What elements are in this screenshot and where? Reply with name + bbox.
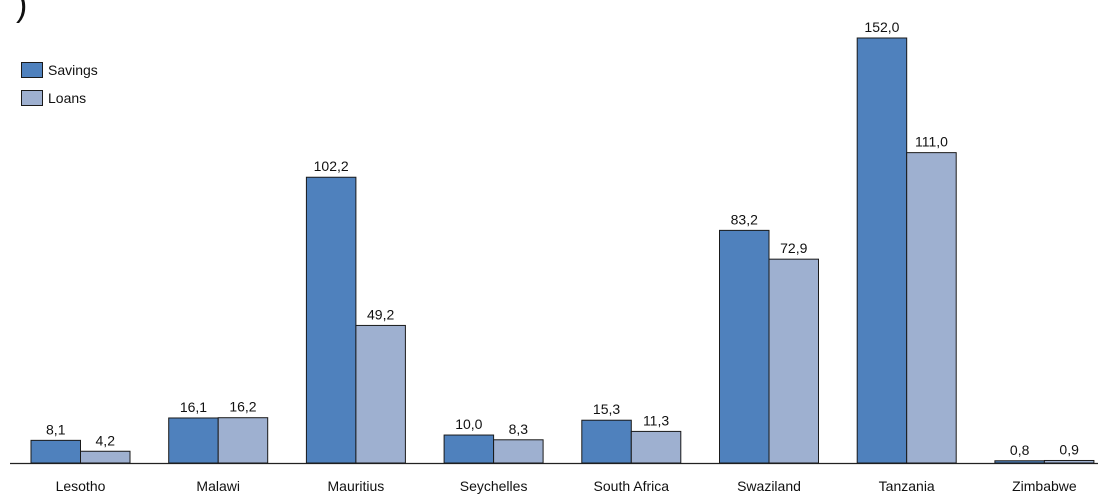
bar-loans-mauritius [355, 324, 406, 464]
x-tick-label: Lesotho [56, 478, 106, 494]
bar-savings-south-africa [581, 419, 632, 464]
bar-savings-lesotho [30, 439, 81, 464]
bar-loans-swaziland [768, 258, 819, 464]
bar-savings-mauritius [305, 176, 357, 464]
legend-swatch-loans [21, 90, 43, 106]
title-fragment: ) [16, 0, 28, 24]
x-tick-label: Zimbabwe [1012, 478, 1077, 494]
data-label-loans-mauritius: 49,2 [367, 306, 394, 322]
data-label-savings-zimbabwe: 0,8 [1010, 442, 1030, 458]
data-label-loans-lesotho: 4,2 [96, 432, 116, 448]
bar-savings-tanzania [856, 37, 908, 464]
legend-item-savings: Savings [21, 59, 98, 81]
legend-label-savings: Savings [48, 62, 98, 78]
x-tick-label: Mauritius [328, 478, 385, 494]
data-label-loans-swaziland: 72,9 [780, 240, 807, 256]
legend: Savings Loans [21, 59, 98, 115]
data-label-savings-tanzania: 152,0 [864, 19, 899, 35]
bar-loans-south-africa [630, 430, 682, 464]
bar-loans-tanzania [906, 152, 957, 464]
data-label-loans-zimbabwe: 0,9 [1059, 441, 1079, 457]
data-label-savings-mauritius: 102,2 [314, 158, 349, 174]
data-label-savings-seychelles: 10,0 [455, 416, 482, 432]
data-label-loans-seychelles: 8,3 [509, 421, 529, 437]
data-label-savings-south-africa: 15,3 [593, 401, 620, 417]
data-label-savings-malawi: 16,1 [180, 399, 207, 415]
bar-savings-malawi [168, 417, 219, 464]
data-label-savings-lesotho: 8,1 [46, 421, 66, 437]
bar-savings-swaziland [719, 229, 770, 464]
bar-loans-seychelles [493, 439, 544, 464]
x-tick-label: South Africa [594, 478, 670, 494]
x-tick-label: Swaziland [737, 478, 801, 494]
x-tick-label: Malawi [196, 478, 240, 494]
data-label-loans-malawi: 16,2 [229, 399, 256, 415]
data-label-savings-swaziland: 83,2 [731, 211, 758, 227]
legend-label-loans: Loans [48, 90, 87, 106]
x-tick-label: Tanzania [879, 478, 935, 494]
bar-savings-zimbabwe [994, 460, 1045, 464]
data-label-loans-south-africa: 11,3 [643, 412, 669, 428]
x-tick-label: Seychelles [460, 478, 528, 494]
legend-swatch-savings [21, 62, 43, 78]
bar-savings-seychelles [443, 434, 495, 464]
bar-loans-lesotho [80, 450, 131, 464]
legend-item-loans: Loans [21, 87, 98, 109]
bar-loans-malawi [217, 417, 269, 464]
bar-loans-zimbabwe [1043, 459, 1095, 464]
data-label-loans-tanzania: 111,0 [915, 134, 948, 150]
